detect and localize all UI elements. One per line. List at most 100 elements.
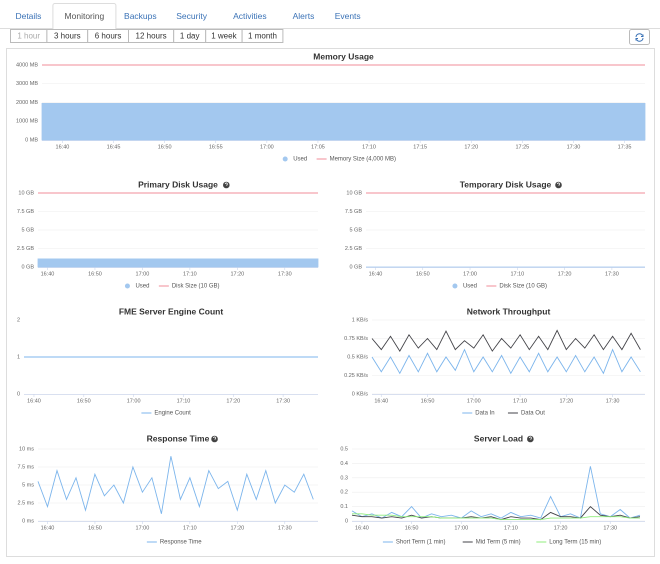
range-label[interactable]: 1 day [180,32,200,41]
tab-active-frame [52,3,117,29]
x-tick-label: 17:35 [618,144,632,150]
tab[interactable]: Details [15,11,41,21]
help-icon[interactable] [555,181,562,189]
line [352,513,640,521]
chart-title: Network Throughput [467,306,551,316]
x-tick-label: 16:50 [88,525,102,531]
y-tick-label: 0.5 KB/s [347,354,368,360]
chart-title: Server Load [474,433,523,443]
area [37,258,319,268]
y-tick-label: 1 [17,354,20,360]
x-tick-label: 17:10 [504,525,518,531]
legend-label[interactable]: Data Out [521,411,545,417]
legend-swatch [282,156,288,162]
legend-label[interactable]: Long Term (15 min) [549,540,601,546]
x-tick-label: 17:25 [515,144,529,150]
x-tick-label: 17:30 [276,398,290,404]
x-tick-label: 17:00 [136,525,150,531]
range-label[interactable]: 12 hours [136,32,167,41]
y-tick-label: 4000 MB [16,62,38,68]
y-tick-label: 2.5 ms [17,500,34,506]
x-tick-label: 17:00 [136,271,150,277]
x-tick-label: 16:40 [369,271,383,277]
x-tick-label: 17:30 [606,398,620,404]
x-tick-label: 17:20 [230,525,244,531]
y-tick-label: 2000 MB [16,100,38,106]
refresh-button[interactable] [629,29,650,45]
x-tick-label: 16:40 [56,144,70,150]
legend-label[interactable]: Engine Count [154,411,191,417]
x-tick-label: 16:40 [27,398,41,404]
y-tick-label: 5 GB [349,227,362,233]
x-tick-label: 17:15 [413,144,427,150]
chart-title: Memory Usage [313,51,374,61]
tab[interactable]: Activities [233,11,267,21]
x-tick-label: 17:10 [183,525,197,531]
tab[interactable]: Monitoring [65,11,105,21]
y-tick-label: 0.5 [340,446,348,452]
x-tick-label: 17:10 [177,398,191,404]
x-tick-label: 16:50 [158,144,172,150]
range-label[interactable]: 1 month [248,32,277,41]
chart: Response Time 0 ms 2.5 ms 5 ms 7.5 ms 10 ms 16… [17,433,318,546]
range-label[interactable]: 3 hours [54,32,81,41]
chart: Memory Usage 0 MB 1000 MB 2000 MB 3000 MB 400… [16,51,646,163]
area [41,103,646,141]
legend-label[interactable]: Used [135,284,149,290]
legend-label[interactable]: Mid Term (5 min) [476,540,521,546]
chart: Server Load 0 0.1 0.2 0.3 0.4 0.5 16:40 16:50 17:… [340,433,645,546]
help-icon[interactable] [211,435,218,443]
tab[interactable]: Backups [124,11,157,21]
x-tick-label: 16:50 [421,398,435,404]
y-tick-label: 0.3 [340,475,348,481]
chart-title: Response Time [147,433,210,443]
help-icon[interactable] [223,181,230,189]
x-tick-label: 16:50 [416,271,430,277]
legend-label[interactable]: Response Time [160,540,202,546]
x-tick-label: 17:30 [278,525,292,531]
legend-label[interactable]: Memory Size (4,000 MB) [330,157,396,163]
help-icon[interactable] [527,435,534,443]
refresh-box[interactable] [629,29,650,45]
chart-title: FME Server Engine Count [119,306,224,316]
range-label[interactable]: 1 hour [17,32,40,41]
y-tick-label: 0.75 KB/s [344,336,368,342]
y-tick-label: 0.1 [340,504,348,510]
x-tick-label: 17:20 [554,525,568,531]
range-button[interactable] [241,29,284,43]
legend-label[interactable]: Data In [475,411,494,417]
x-tick-label: 17:20 [464,144,478,150]
legend-label[interactable]: Disk Size (10 GB) [499,284,547,290]
y-tick-label: 0 [17,391,20,397]
tab[interactable]: Security [176,11,207,21]
y-tick-label: 1000 MB [16,119,38,125]
x-tick-label: 17:20 [230,271,244,277]
x-tick-label: 16:40 [374,398,388,404]
y-tick-label: 7.5 GB [345,209,362,215]
refresh-icon [635,33,644,42]
y-tick-label: 10 GB [18,190,34,196]
legend-label[interactable]: Used [293,157,307,163]
y-tick-label: 0 GB [349,264,362,270]
line [351,505,641,521]
y-tick-label: 0.4 [340,461,348,467]
y-tick-label: 7.5 GB [17,209,34,215]
legend-label[interactable]: Used [463,284,477,290]
x-tick-label: 16:50 [77,398,91,404]
x-tick-label: 17:30 [278,271,292,277]
tab[interactable]: Events [335,11,361,21]
x-tick-label: 17:00 [463,271,477,277]
y-tick-label: 10 GB [346,190,362,196]
tab[interactable]: Alerts [293,11,315,21]
legend-label[interactable]: Disk Size (10 GB) [172,284,220,290]
legend-swatch [124,283,130,289]
y-tick-label: 0 KB/s [352,391,368,397]
y-tick-label: 2.5 GB [345,246,362,252]
chart-title: Temporary Disk Usage [460,179,552,189]
range-label[interactable]: 6 hours [95,32,122,41]
legend-label[interactable]: Short Term (1 min) [396,540,446,546]
line [371,329,641,352]
range-label[interactable]: 1 week [211,32,237,41]
y-tick-label: 2.5 GB [17,246,34,252]
